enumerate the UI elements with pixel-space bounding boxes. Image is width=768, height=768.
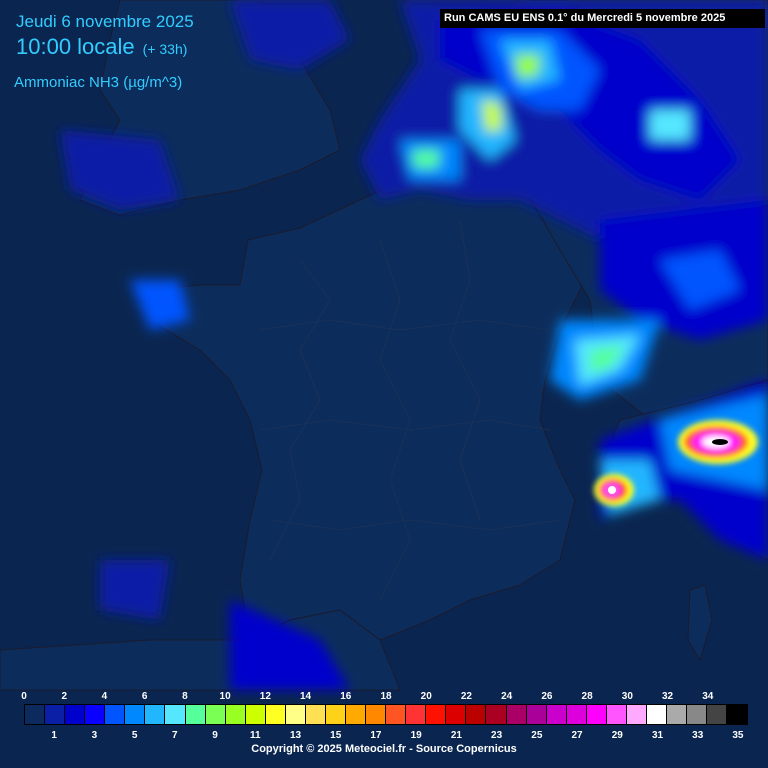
legend-tick-bottom: 7 bbox=[172, 730, 178, 741]
legend-swatch bbox=[285, 705, 306, 724]
legend-tick-bottom: 27 bbox=[571, 730, 583, 741]
legend-tick-top: 14 bbox=[299, 691, 312, 702]
copyright-notice: Copyright © 2025 Meteociel.fr - Source C… bbox=[251, 743, 517, 755]
legend-swatch bbox=[265, 705, 286, 724]
legend-swatch bbox=[486, 705, 507, 724]
legend-tick-bottom: 31 bbox=[651, 730, 664, 741]
legend-swatch bbox=[446, 705, 467, 724]
legend-swatch bbox=[727, 705, 748, 724]
corsica-land bbox=[687, 584, 713, 662]
legend-tick-top: 30 bbox=[621, 691, 633, 702]
parameter-title: Ammoniac NH3 (µg/m^3) bbox=[14, 74, 183, 91]
legend-swatch bbox=[145, 705, 166, 724]
legend-tick-top: 26 bbox=[541, 691, 553, 702]
legend-swatch bbox=[305, 705, 326, 724]
legend-swatch bbox=[65, 705, 86, 724]
legend-swatch bbox=[245, 705, 266, 724]
hotspot-peaks bbox=[608, 439, 728, 494]
legend-swatch bbox=[225, 705, 246, 724]
legend-tick-bottom: 13 bbox=[289, 730, 302, 741]
legend-tick-top: 2 bbox=[61, 691, 67, 702]
legend-tick-top: 24 bbox=[501, 691, 513, 702]
legend-tick-top: 16 bbox=[340, 691, 352, 702]
legend-swatch bbox=[466, 705, 487, 724]
legend-swatch bbox=[165, 705, 186, 724]
legend-swatch bbox=[325, 705, 346, 724]
legend-swatch bbox=[85, 705, 106, 724]
concentration-plumes bbox=[60, 0, 768, 690]
legend-swatch bbox=[366, 705, 387, 724]
forecast-date: Jeudi 6 novembre 2025 bbox=[16, 12, 194, 31]
legend-tick-bottom: 11 bbox=[249, 730, 261, 741]
legend-swatch bbox=[406, 705, 427, 724]
legend-tick-bottom: 33 bbox=[692, 730, 704, 741]
legend-swatch bbox=[546, 705, 567, 724]
legend-tick-top: 20 bbox=[420, 691, 432, 702]
legend-tick-bottom: 3 bbox=[91, 730, 98, 741]
legend-swatch bbox=[386, 705, 407, 724]
legend-swatch bbox=[626, 705, 647, 724]
legend-tick-bottom: 19 bbox=[410, 730, 422, 741]
legend-tick-bottom: 5 bbox=[131, 730, 138, 741]
legend-swatch bbox=[185, 705, 206, 724]
legend-swatch bbox=[526, 705, 547, 724]
legend-tick-bottom: 35 bbox=[732, 730, 744, 741]
legend-tick-top: 22 bbox=[460, 691, 472, 702]
legend-swatch bbox=[566, 705, 587, 724]
legend-tick-top: 28 bbox=[581, 691, 593, 702]
legend-tick-bottom: 23 bbox=[491, 730, 503, 741]
legend-tick-top: 18 bbox=[380, 691, 392, 702]
legend-tick-bottom: 9 bbox=[212, 730, 218, 741]
legend-swatch bbox=[105, 705, 126, 724]
legend-tick-top: 4 bbox=[101, 691, 108, 702]
legend-swatch bbox=[205, 705, 226, 724]
legend-tick-top: 6 bbox=[141, 691, 148, 702]
legend-tick-bottom: 29 bbox=[611, 730, 623, 741]
legend-swatch bbox=[426, 705, 447, 724]
legend-swatch bbox=[667, 705, 688, 724]
forecast-time: 10:00 locale (+ 33h) bbox=[16, 34, 187, 60]
legend-swatch bbox=[707, 705, 728, 724]
legend-swatch bbox=[606, 705, 627, 724]
legend-tick-top: 0 bbox=[21, 691, 27, 702]
legend-swatch bbox=[646, 705, 667, 724]
model-run-label: Run CAMS EU ENS 0.1° du Mercredi 5 novem… bbox=[440, 9, 765, 28]
legend-tick-bottom: 1 bbox=[51, 730, 57, 741]
legend-tick-top: 32 bbox=[661, 691, 674, 702]
legend-tick-top: 34 bbox=[702, 691, 714, 702]
legend-tick-bottom: 21 bbox=[450, 730, 462, 741]
legend-tick-top: 12 bbox=[259, 691, 271, 702]
forecast-time-label: 10:00 locale bbox=[16, 34, 135, 59]
legend-swatch bbox=[687, 705, 708, 724]
legend-swatch bbox=[506, 705, 527, 724]
forecast-lead-time: (+ 33h) bbox=[142, 41, 188, 57]
legend-swatch bbox=[586, 705, 607, 724]
legend-swatch bbox=[25, 705, 46, 724]
color-scale-legend bbox=[24, 704, 748, 725]
legend-tick-bottom: 15 bbox=[330, 730, 342, 741]
legend-swatch bbox=[45, 705, 66, 724]
legend-swatch bbox=[346, 705, 367, 724]
region-borders bbox=[259, 219, 561, 601]
legend-tick-bottom: 25 bbox=[531, 730, 543, 741]
legend-tick-top: 8 bbox=[182, 691, 188, 702]
legend-swatch bbox=[125, 705, 146, 724]
legend-tick-top: 10 bbox=[219, 691, 231, 702]
legend-tick-bottom: 17 bbox=[370, 730, 382, 741]
